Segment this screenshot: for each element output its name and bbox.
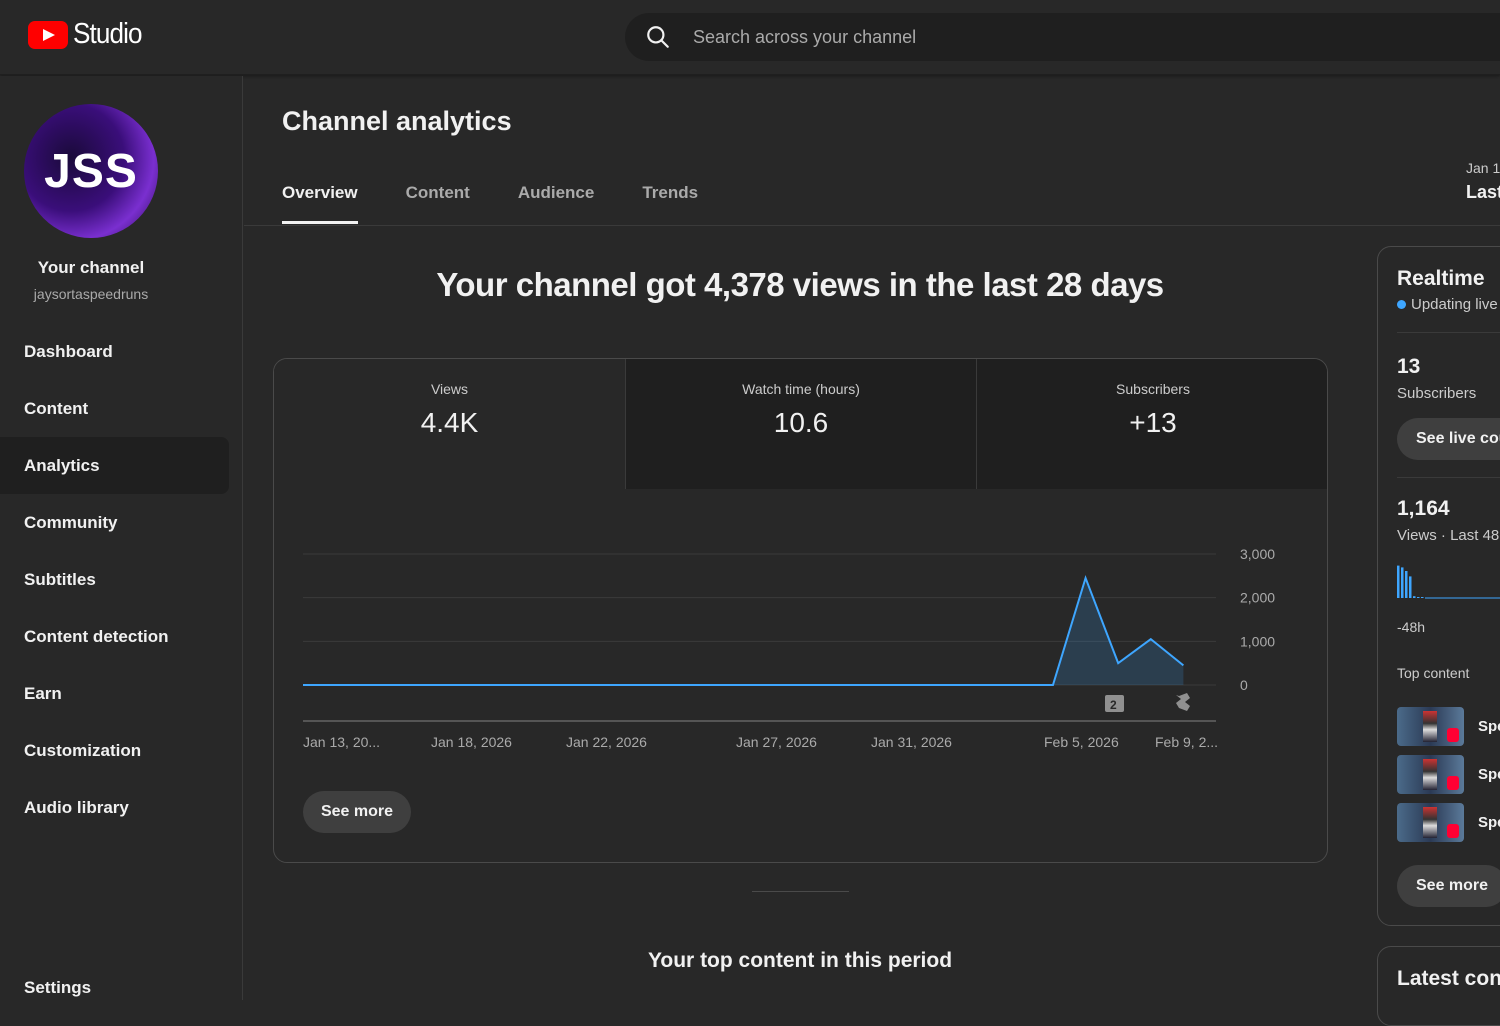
sidebar-item-content-detection[interactable]: Content detection: [24, 626, 169, 646]
shorts-icon: [1447, 728, 1459, 742]
sparkline-bar: [1405, 571, 1408, 598]
avatar-text: JSS: [44, 144, 138, 198]
live-dot-icon: [1397, 300, 1406, 309]
sidebar-item-community[interactable]: Community: [24, 512, 118, 532]
logo-text: Studio: [73, 18, 143, 50]
shorts-marker-icon: [1176, 693, 1190, 711]
sparkline-bar: [1417, 597, 1420, 598]
date-range-selector[interactable]: Last: [1466, 182, 1500, 202]
y-tick-label: 2,000: [1240, 590, 1275, 606]
realtime-subscribers-label: Subscribers: [1397, 385, 1477, 402]
sidebar-item-earn[interactable]: Earn: [24, 683, 62, 703]
realtime-status: Updating live: [1397, 296, 1498, 313]
series-area: [1052, 578, 1184, 685]
studio-logo[interactable]: Studio: [28, 18, 149, 51]
sparkline-bar: [1421, 597, 1424, 598]
video-title[interactable]: Spe: [1478, 766, 1500, 783]
date-range-dates[interactable]: Jan 1: [1466, 160, 1500, 176]
views-chart[interactable]: 3,000 2,000 1,000 0 Jan 13, 20... Jan 18, 202…: [274, 489, 1328, 769]
overview-card: Views 4.4K Watch time (hours) 10.6 Subsc…: [273, 358, 1328, 863]
top-bar: Studio: [0, 0, 1500, 75]
video-title[interactable]: Spe: [1478, 718, 1500, 735]
sparkline-bar: [1397, 565, 1400, 598]
channel-avatar[interactable]: JSS: [24, 104, 158, 238]
search-icon[interactable]: [645, 24, 671, 50]
x-tick-label: Feb 5, 2026: [1044, 734, 1119, 750]
metric-value: +13: [1129, 407, 1177, 438]
realtime-sparkline[interactable]: [1397, 562, 1500, 608]
realtime-subscribers-value: 13: [1397, 355, 1421, 378]
search-input[interactable]: [693, 13, 1393, 61]
metric-value: 4.4K: [420, 407, 479, 438]
top-content-heading: Your top content in this period: [647, 949, 953, 972]
page-title: Channel analytics: [282, 106, 512, 136]
x-tick-label: Feb 9, 2...: [1155, 734, 1218, 750]
sidebar-item-settings[interactable]: Settings: [24, 978, 92, 997]
tab-content[interactable]: Content: [405, 183, 470, 202]
realtime-card: Realtime Updating live 13 Subscribers Se…: [1377, 246, 1500, 926]
realtime-status-text: Updating live: [1411, 296, 1498, 313]
metric-watch-time[interactable]: Watch time (hours) 10.6: [625, 359, 976, 489]
sidebar-item-analytics[interactable]: Analytics: [0, 437, 229, 494]
sidebar: JSS Your channel jaysortaspeedruns Dashb…: [0, 76, 243, 1000]
x-tick-label: Jan 31, 2026: [871, 734, 952, 750]
tab-overview[interactable]: Overview: [282, 183, 358, 225]
realtime-title: Realtime: [1397, 267, 1485, 290]
channel-title: Your channel: [37, 258, 145, 277]
youtube-play-icon: [28, 20, 68, 49]
views-headline: Your channel got 4,378 views in the last…: [436, 266, 1164, 303]
metric-value: 10.6: [773, 407, 829, 438]
y-tick-label: 3,000: [1240, 546, 1275, 562]
x-tick-label: Jan 27, 2026: [736, 734, 817, 750]
video-thumbnail[interactable]: [1397, 803, 1464, 842]
x-tick-label: Jan 22, 2026: [566, 734, 647, 750]
realtime-views-label: Views · Last 48: [1397, 527, 1500, 544]
metric-label: Watch time (hours): [742, 381, 860, 397]
metric-label: Views: [430, 381, 469, 397]
shorts-icon: [1447, 776, 1459, 790]
latest-content-card: Latest cont: [1377, 946, 1500, 1026]
sparkline-axis-label: -48h: [1397, 619, 1426, 635]
see-more-button[interactable]: See more: [303, 791, 411, 833]
sparkline-bar: [1401, 567, 1404, 598]
top-content-label: Top content: [1397, 665, 1470, 681]
latest-content-title: Latest cont: [1397, 967, 1500, 990]
tab-audience[interactable]: Audience: [517, 183, 595, 202]
sidebar-item-customization[interactable]: Customization: [24, 740, 142, 760]
metric-label: Subscribers: [1116, 381, 1190, 397]
tabs-divider: [244, 225, 1500, 226]
y-tick-label: 1,000: [1240, 633, 1275, 649]
section-divider: [752, 891, 849, 892]
sparkline-bar: [1409, 576, 1412, 598]
y-tick-label: 0: [1240, 677, 1248, 693]
x-tick-label: Jan 13, 20...: [303, 734, 380, 750]
divider: [1397, 332, 1500, 333]
sidebar-item-content[interactable]: Content: [24, 398, 89, 418]
sidebar-item-dashboard[interactable]: Dashboard: [24, 341, 113, 361]
video-title[interactable]: Spe: [1478, 814, 1500, 831]
sidebar-item-subtitles[interactable]: Subtitles: [24, 569, 96, 589]
sidebar-item-audio-library[interactable]: Audio library: [24, 797, 129, 817]
published-count-icon: [1105, 695, 1124, 712]
published-count-label: 2: [1110, 698, 1117, 712]
shorts-icon: [1447, 824, 1459, 838]
see-live-count-button[interactable]: See live cou: [1397, 418, 1500, 460]
divider: [1397, 477, 1500, 478]
sparkline-bar: [1413, 596, 1416, 598]
realtime-see-more-button[interactable]: See more: [1397, 865, 1500, 907]
metric-subscribers[interactable]: Subscribers +13: [976, 359, 1327, 489]
analytics-tabs: Overview Content Audience Trends: [282, 183, 746, 225]
realtime-views-value: 1,164: [1397, 497, 1450, 520]
channel-handle: jaysortaspeedruns: [33, 286, 149, 302]
video-thumbnail[interactable]: [1397, 755, 1464, 794]
metric-views[interactable]: Views 4.4K: [274, 359, 625, 489]
tab-trends[interactable]: Trends: [642, 183, 699, 202]
x-tick-label: Jan 18, 2026: [431, 734, 512, 750]
video-thumbnail[interactable]: [1397, 707, 1464, 746]
series-line: [303, 574, 1185, 686]
sidebar-nav: Dashboard Content Analytics Community Su…: [0, 323, 243, 836]
search-bar[interactable]: [625, 13, 1500, 61]
